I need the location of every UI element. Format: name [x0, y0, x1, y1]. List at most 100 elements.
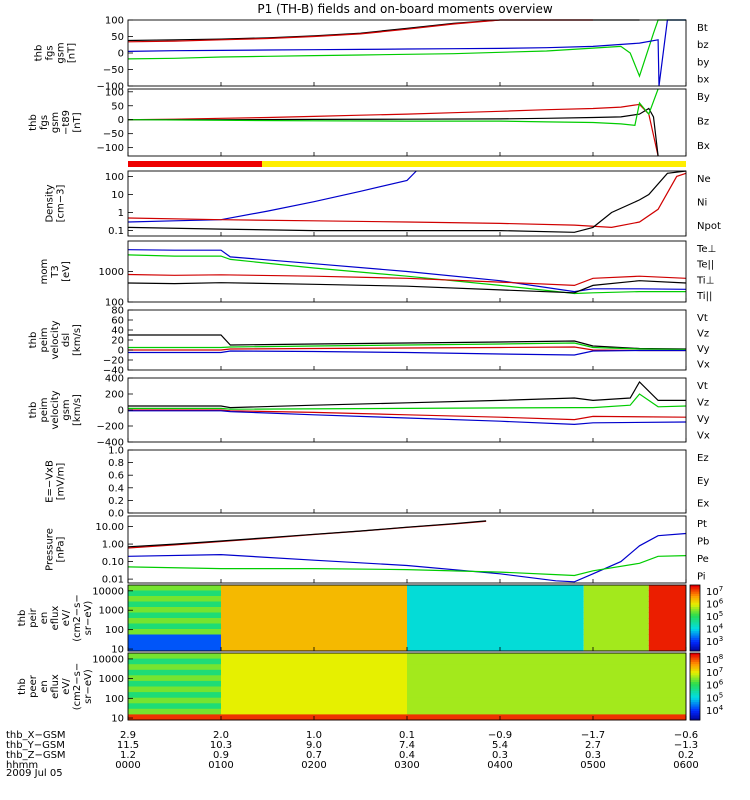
- heatmap-cell: [407, 697, 686, 704]
- heatmap-cell: [407, 629, 584, 635]
- colorbar-cell: [690, 666, 700, 670]
- y-axis-label: [mV/m]: [56, 463, 67, 501]
- colorbar-cell: [690, 615, 700, 619]
- y-axis-label: fgs: [45, 45, 56, 60]
- heatmap-cell: [407, 675, 686, 682]
- y-tick-label: 0.2: [108, 496, 124, 507]
- heatmap-cell: [128, 623, 221, 630]
- legend-label: Vt: [697, 381, 708, 392]
- legend-label: Vz: [697, 328, 709, 339]
- legend-label: Ti⊥: [696, 275, 714, 286]
- y-tick-label: 1000: [99, 606, 124, 617]
- quality-flag-bar: [128, 161, 686, 167]
- y-tick-label: 10.00: [95, 522, 124, 533]
- colorbar-tick-label: 108: [706, 653, 723, 666]
- heatmap-cell: [128, 601, 221, 608]
- heatmap-cell: [648, 590, 686, 597]
- colorbar-cell: [690, 613, 700, 617]
- y-tick-label: 0: [118, 406, 124, 417]
- colorbar-cell: [690, 713, 700, 716]
- y-tick-label: 0: [118, 346, 124, 357]
- legend-label: Pt: [697, 519, 707, 530]
- colorbar-cell: [690, 631, 700, 634]
- series-line-Vy: [128, 393, 687, 410]
- colorbar-cell: [690, 644, 700, 648]
- y-tick-label: −50: [103, 129, 124, 140]
- colorbar-cell: [690, 697, 700, 701]
- colorbar-cell: [690, 607, 700, 610]
- x-row-value: 0.4: [399, 750, 415, 761]
- heatmap-cell: [221, 634, 407, 641]
- y-axis-label: eV/: [61, 678, 72, 695]
- x-row-value: 9.0: [306, 740, 322, 751]
- heatmap-cell: [128, 618, 221, 624]
- y-tick-label: 20: [111, 336, 124, 347]
- y-tick-label: 1.0: [108, 446, 124, 457]
- heatmap-cell: [221, 675, 407, 682]
- x-row-value: 0000: [115, 760, 140, 771]
- heatmap-cell: [128, 585, 221, 591]
- heatmap-cell: [407, 640, 584, 646]
- y-axis-label: peir: [28, 607, 39, 627]
- y-axis-label: [nPa]: [56, 536, 67, 562]
- colorbar-cell: [690, 642, 700, 645]
- y-axis-label: eflux: [50, 674, 61, 699]
- colorbar-cell: [690, 688, 700, 692]
- y-tick-label: 50: [111, 101, 124, 112]
- heatmap-cell: [128, 692, 221, 699]
- y-tick-label: 80: [111, 306, 124, 317]
- y-axis-label: thb: [34, 45, 45, 62]
- heatmap-cell: [407, 607, 584, 613]
- colorbar-cell: [690, 686, 700, 690]
- heatmap-cell: [221, 708, 407, 715]
- y-tick-label: 10: [111, 190, 124, 201]
- colorbar-cell: [690, 668, 700, 672]
- quality-bar-yellow: [262, 161, 686, 167]
- heatmap-cell: [583, 618, 649, 624]
- heatmap-cell: [407, 618, 584, 624]
- heatmap-cell: [128, 675, 221, 682]
- y-axis-label: sr−eV): [83, 669, 94, 704]
- heatmap-cell: [128, 680, 221, 687]
- heatmap-cell: [648, 645, 686, 652]
- colorbar-cell: [690, 702, 700, 705]
- legend-label: bx: [697, 74, 709, 85]
- x-row-value: 10.3: [210, 740, 232, 751]
- panel-e-vxb: E=−VxB [mV/m] 1.00.8 0.60.4 0.2 0.0 Ez Ey Ex: [45, 446, 710, 520]
- colorbar-cell: [690, 673, 700, 676]
- panel-fgs-gsm: thb fgs gsm [nT] 100 50 0 −50 −100 Bt bz by bx: [34, 16, 710, 93]
- colorbar-cell: [690, 699, 700, 703]
- heatmap-cell: [221, 703, 407, 710]
- y-tick-label: 1: [118, 208, 124, 219]
- heatmap-cell: [221, 669, 407, 676]
- series-line-Te⊥: [127, 273, 687, 287]
- heatmap-cell: [648, 612, 686, 619]
- colorbar-cell: [690, 611, 700, 615]
- heatmap-cell: [407, 680, 686, 687]
- series-line-by: [127, 19, 686, 78]
- legend-label: Vz: [697, 398, 709, 409]
- heatmap-cell: [128, 703, 221, 710]
- heatmap-cell: [128, 634, 221, 641]
- heatmap-cell: [583, 585, 649, 591]
- x-row-value: −0.6: [674, 730, 698, 741]
- series-line-bz: [127, 19, 593, 43]
- heatmap-cell: [128, 697, 221, 704]
- colorbar-cell: [690, 620, 700, 623]
- heatmap-cell: [221, 664, 407, 671]
- heatmap-cell: [128, 596, 221, 602]
- x-row-value: 0500: [580, 760, 605, 771]
- colorbar-cell: [690, 633, 700, 637]
- legend-label: Npot: [697, 221, 721, 232]
- colorbar-frame: [689, 584, 701, 652]
- heatmap-cell: [128, 590, 221, 597]
- legend-label: Te||: [696, 260, 714, 271]
- colorbar-cell: [690, 711, 700, 714]
- colorbar-cell: [690, 624, 700, 628]
- x-row-value: 11.5: [117, 740, 139, 751]
- y-tick-label: 10000: [92, 586, 124, 597]
- heatmap-cell: [407, 612, 584, 619]
- y-axis-label: peim: [39, 397, 50, 422]
- y-axis-label: (cm2−s−: [72, 594, 83, 641]
- heatmap-cell: [128, 664, 221, 671]
